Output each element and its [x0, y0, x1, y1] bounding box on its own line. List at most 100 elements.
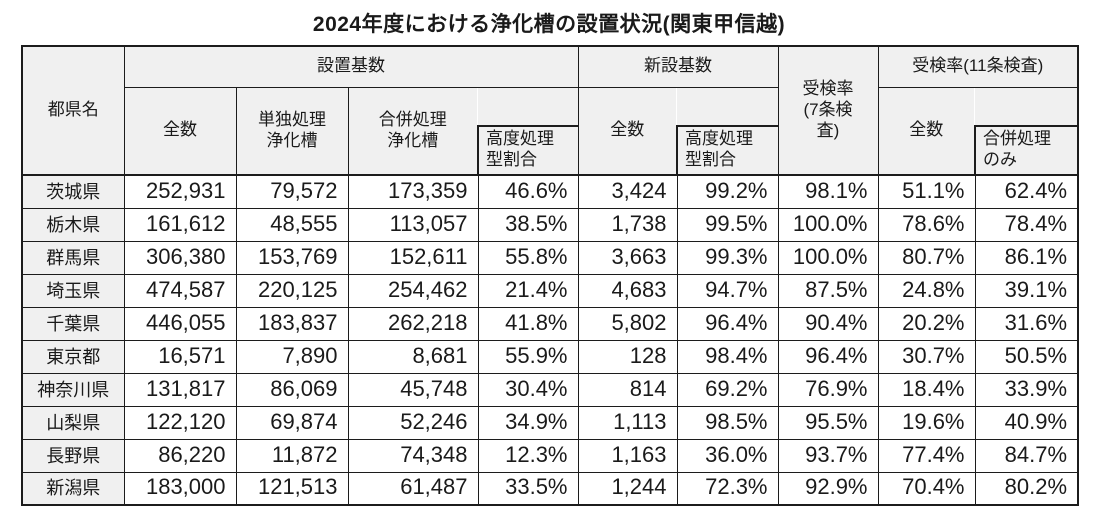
table-row: 群馬県 306,380 153,769 152,611 55.8% 3,663 99.3% 1… [21, 240, 1079, 275]
table-header: 都県名 設置基数 新設基数 受検率 (7条検 査) 受検率(11条検査) 全数 … [21, 45, 1079, 176]
table-row: 山梨県 122,120 69,874 52,246 34.9% 1,113 98.5% 95.… [21, 405, 1079, 440]
value-cell: 84.7% [974, 438, 1079, 473]
value-cell: 78.4% [974, 207, 1079, 242]
table-row: 千葉県 446,055 183,837 262,218 41.8% 5,802 96.4% 9… [21, 306, 1079, 341]
value-cell: 33.5% [477, 471, 579, 506]
value-cell: 474,587 [123, 273, 237, 308]
value-cell: 93.7% [777, 438, 879, 473]
value-cell: 51.1% [877, 174, 976, 209]
value-cell: 86,220 [123, 438, 237, 473]
value-cell: 74,348 [347, 438, 479, 473]
value-cell: 94.7% [676, 273, 779, 308]
value-cell: 86,069 [235, 372, 349, 407]
prefecture-name-cell: 茨城県 [21, 174, 125, 209]
header-installed-total: 全数 [123, 86, 237, 176]
prefecture-name-cell: 埼玉県 [21, 273, 125, 308]
value-cell: 121,513 [235, 471, 349, 506]
value-cell: 96.4% [777, 339, 879, 374]
header-rate11-gappei-only: 合併処理 のみ [973, 125, 1079, 176]
prefecture-name-cell: 山梨県 [21, 405, 125, 440]
value-cell: 48,555 [235, 207, 349, 242]
value-cell: 306,380 [123, 240, 237, 275]
header-installed-tandoku: 単独処理 浄化槽 [235, 86, 349, 176]
value-cell: 55.8% [477, 240, 579, 275]
prefecture-name-cell: 長野県 [21, 438, 125, 473]
value-cell: 96.4% [676, 306, 779, 341]
value-cell: 252,931 [123, 174, 237, 209]
header-group-rate7: 受検率 (7条検 査) [777, 45, 879, 176]
header-rate11-total: 全数 [877, 86, 975, 176]
table-row: 新潟県 183,000 121,513 61,487 33.5% 1,244 72.3% 92… [21, 471, 1079, 506]
page: 2024年度における浄化槽の設置状況(関東甲信越) 都県名 設置基数 新設基数 … [21, 13, 1080, 506]
value-cell: 69.2% [676, 372, 779, 407]
value-cell: 61,487 [347, 471, 479, 506]
value-cell: 161,612 [123, 207, 237, 242]
value-cell: 254,462 [347, 273, 479, 308]
value-cell: 183,837 [235, 306, 349, 341]
table-body: 茨城県 252,931 79,572 173,359 46.6% 3,424 99.2% 98… [21, 174, 1079, 506]
value-cell: 98.5% [676, 405, 779, 440]
table-row: 栃木県 161,612 48,555 113,057 38.5% 1,738 99.5% 10… [21, 207, 1079, 242]
value-cell: 153,769 [235, 240, 349, 275]
header-new-total: 全数 [577, 86, 677, 176]
value-cell: 34.9% [477, 405, 579, 440]
value-cell: 86.1% [974, 240, 1079, 275]
page-title: 2024年度における浄化槽の設置状況(関東甲信越) [312, 13, 786, 36]
prefecture-name-cell: 群馬県 [21, 240, 125, 275]
value-cell: 30.4% [477, 372, 579, 407]
value-cell: 113,057 [347, 207, 479, 242]
value-cell: 80.7% [877, 240, 976, 275]
value-cell: 70.4% [877, 471, 976, 506]
value-cell: 98.4% [676, 339, 779, 374]
table-row: 東京都 16,571 7,890 8,681 55.9% 128 98.4% 96.4% 30.… [21, 339, 1079, 374]
header-prefecture: 都県名 [21, 45, 125, 176]
value-cell: 76.9% [777, 372, 879, 407]
table-row: 神奈川県 131,817 86,069 45,748 30.4% 814 69.2% 76.9… [21, 372, 1079, 407]
header-spacer [478, 86, 579, 127]
value-cell: 122,120 [123, 405, 237, 440]
value-cell: 78.6% [877, 207, 976, 242]
prefecture-name-cell: 栃木県 [21, 207, 125, 242]
value-cell: 38.5% [477, 207, 579, 242]
prefecture-name-cell: 千葉県 [21, 306, 125, 341]
value-cell: 1,244 [577, 471, 678, 506]
value-cell: 3,424 [577, 174, 678, 209]
value-cell: 5,802 [577, 306, 678, 341]
value-cell: 814 [577, 372, 678, 407]
value-cell: 24.8% [877, 273, 976, 308]
value-cell: 52,246 [347, 405, 479, 440]
value-cell: 20.2% [877, 306, 976, 341]
prefecture-name-cell: 東京都 [21, 339, 125, 374]
value-cell: 92.9% [777, 471, 879, 506]
value-cell: 131,817 [123, 372, 237, 407]
value-cell: 50.5% [974, 339, 1079, 374]
value-cell: 77.4% [877, 438, 976, 473]
value-cell: 62.4% [974, 174, 1079, 209]
table-row: 長野県 86,220 11,872 74,348 12.3% 1,163 36.0% 93.7… [21, 438, 1079, 473]
value-cell: 55.9% [477, 339, 579, 374]
value-cell: 80.2% [974, 471, 1079, 506]
value-cell: 173,359 [347, 174, 479, 209]
value-cell: 7,890 [235, 339, 349, 374]
value-cell: 99.5% [676, 207, 779, 242]
header-row-nested: 高度処理 型割合 高度処理 型割合 合併処理 のみ [22, 125, 1079, 176]
value-cell: 4,683 [577, 273, 678, 308]
value-cell: 12.3% [477, 438, 579, 473]
header-group-rate11: 受検率(11条検査) [877, 45, 1079, 88]
value-cell: 220,125 [235, 273, 349, 308]
value-cell: 152,611 [347, 240, 479, 275]
header-row-groups: 都県名 設置基数 新設基数 受検率 (7条検 査) 受検率(11条検査) [21, 45, 1079, 176]
value-cell: 3,663 [577, 240, 678, 275]
value-cell: 8,681 [347, 339, 479, 374]
value-cell: 31.6% [974, 306, 1079, 341]
value-cell: 39.1% [974, 273, 1079, 308]
value-cell: 128 [577, 339, 678, 374]
value-cell: 69,874 [235, 405, 349, 440]
value-cell: 46.6% [477, 174, 579, 209]
value-cell: 1,163 [577, 438, 678, 473]
septic-tank-status-table: 都県名 設置基数 新設基数 受検率 (7条検 査) 受検率(11条検査) 全数 … [21, 45, 1080, 506]
value-cell: 72.3% [676, 471, 779, 506]
header-new-advanced-ratio: 高度処理 型割合 [676, 125, 779, 176]
value-cell: 87.5% [777, 273, 879, 308]
value-cell: 18.4% [877, 372, 976, 407]
